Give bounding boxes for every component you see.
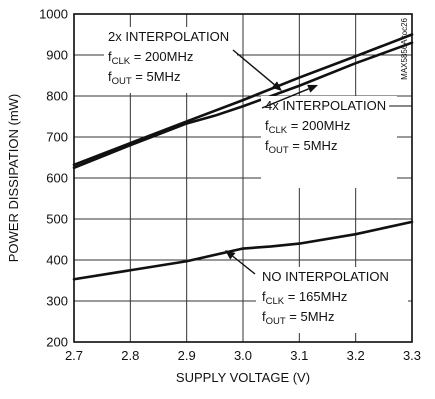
y-tick-label: 400 (46, 253, 68, 268)
annotation-arrowhead (225, 250, 236, 260)
annotation-arrowhead (271, 81, 282, 91)
annotation-frequency-line: fCLK = 200MHz (108, 49, 193, 67)
annotation-frequency-line: fOUT = 5MHz (265, 138, 337, 156)
x-tick-label: 2.8 (121, 348, 139, 363)
annotation-2: 4x INTERPOLATION fCLK = 200MHz fOUT = 5MHz (261, 84, 412, 188)
y-tick-label: 300 (46, 294, 68, 309)
annotation-background (256, 267, 408, 333)
x-tick-label: 3.0 (234, 348, 252, 363)
y-tick-label: 500 (46, 212, 68, 227)
annotation-frequency-line: fCLK = 200MHz (265, 118, 350, 136)
y-axis-title: POWER DISSIPATION (mW) (6, 94, 21, 263)
annotation-leader-line (232, 255, 256, 275)
x-tick-label: 3.1 (290, 348, 308, 363)
y-tick-label: 800 (46, 89, 68, 104)
y-tick-label: 200 (46, 335, 68, 350)
annotation-frequency-line: fOUT = 5MHz (108, 69, 180, 87)
annotation-1: 2x INTERPOLATION fCLK = 200MHz fOUT = 5MHz (104, 27, 282, 93)
annotation-3: NO INTERPOLATION fCLK = 165MHz fOUT = 5MHz (225, 250, 408, 333)
plot-frame (73, 13, 413, 343)
x-tick-label: 3.2 (347, 348, 365, 363)
annotation-background (261, 96, 397, 188)
y-tick-label: 1000 (39, 7, 68, 22)
series-line-3 (72, 220, 414, 281)
annotation-title: NO INTERPOLATION (262, 269, 389, 284)
figure-watermark: MAX5856A toc26 (400, 17, 409, 79)
series-lines (72, 33, 414, 281)
x-tick-label: 3.3 (403, 348, 421, 363)
series-line-1 (72, 33, 414, 167)
annotation-background (104, 27, 237, 93)
annotation-leader-line (261, 88, 310, 109)
annotation-frequency-line: fCLK = 165MHz (262, 289, 347, 307)
annotation-frequency-line: fOUT = 5MHz (262, 309, 334, 327)
y-tick-label: 900 (46, 48, 68, 63)
x-axis-title: SUPPLY VOLTAGE (V) (176, 370, 310, 385)
annotation-arrowhead (307, 84, 318, 93)
annotation-title: 2x INTERPOLATION (108, 29, 229, 44)
x-tick-label: 2.9 (178, 348, 196, 363)
annotations: 2x INTERPOLATION fCLK = 200MHz fOUT = 5MHz… (73, 13, 413, 343)
annotation-leader-line (232, 49, 275, 86)
annotation-title: 4x INTERPOLATION (265, 98, 386, 113)
series-line-2 (72, 41, 414, 170)
axes: 2.7 2.8 2.9 3.0 3.1 3.2 3.3 200 300 400 500 600 700 8… (39, 7, 421, 364)
y-tick-label: 600 (46, 171, 68, 186)
y-tick-label: 700 (46, 130, 68, 145)
x-tick-label: 2.7 (65, 348, 83, 363)
